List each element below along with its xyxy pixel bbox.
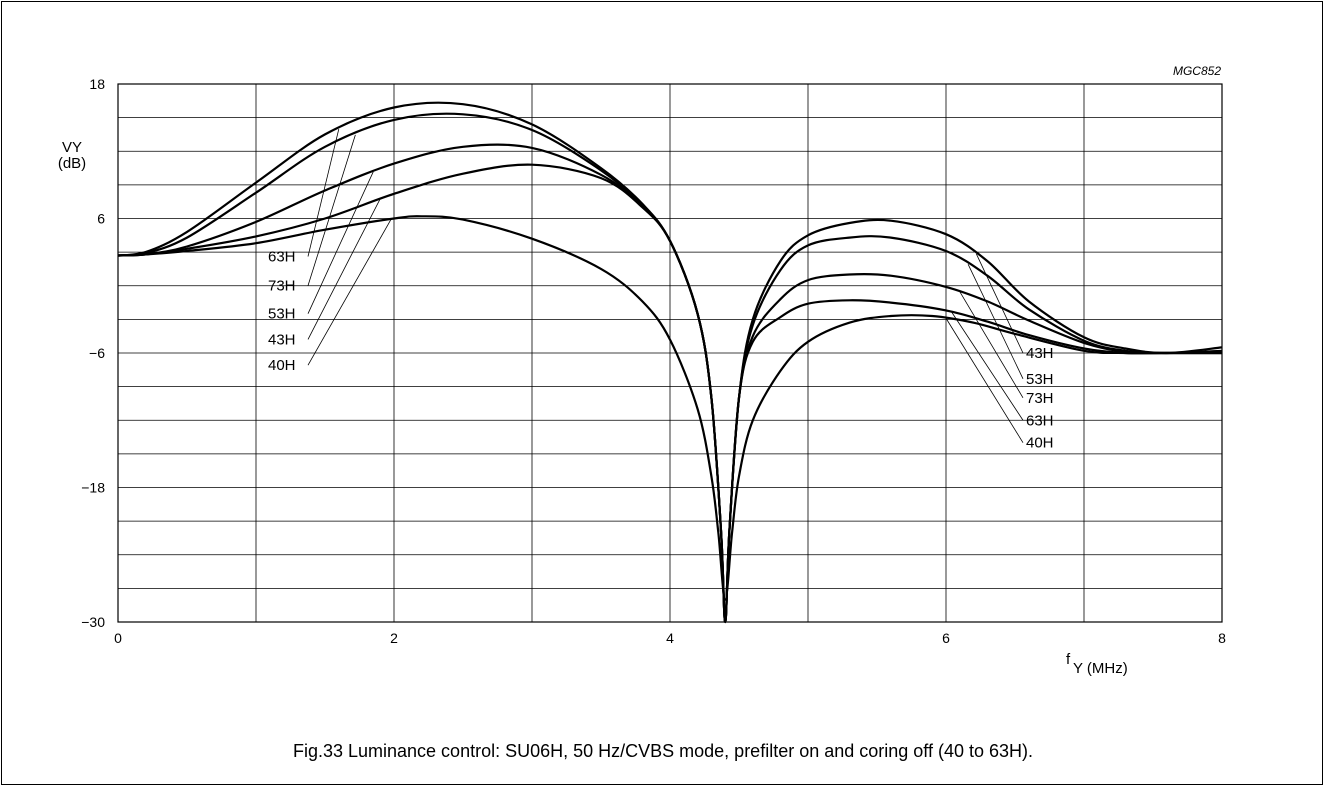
- curve-label-right: 73H: [1026, 390, 1054, 407]
- x-tick-label: 6: [942, 630, 950, 646]
- chart: 63H 73H 53H 43H 40H 43H 53H 73H 63H 40H 0 2 4 6 8 18 6 −…: [58, 64, 1226, 677]
- figure-caption: Fig.33 Luminance control: SU06H, 50 Hz/C…: [292, 741, 1034, 761]
- curve-label-left: 63H: [268, 248, 296, 265]
- leader-line: [959, 291, 1024, 399]
- y-tick-label: −30: [81, 614, 105, 630]
- curve-label-left: 40H: [268, 357, 296, 374]
- curve-label-left: 73H: [268, 278, 296, 295]
- y-tick-label: −18: [81, 480, 105, 496]
- x-axis-label-sub: Y (MHz): [1073, 660, 1128, 677]
- y-axis-label-line1: VY: [62, 139, 82, 156]
- figure-ref: MGC852: [1173, 64, 1221, 78]
- leader-line: [307, 171, 374, 314]
- leader-line: [951, 311, 1024, 421]
- y-tick-label: −6: [89, 345, 105, 361]
- curve-labels: 63H 73H 53H 43H 40H 43H 53H 73H 63H 40H: [268, 128, 1054, 452]
- curve-label-right: 53H: [1026, 371, 1054, 388]
- leader-line: [967, 263, 1024, 379]
- x-tick-label: 4: [666, 630, 674, 646]
- y-tick-label: 6: [97, 211, 105, 227]
- x-tick-label: 0: [114, 630, 122, 646]
- curve-label-left: 53H: [268, 306, 296, 323]
- curve-label-left: 43H: [268, 331, 296, 348]
- leader-line: [307, 218, 392, 366]
- curve-label-right: 43H: [1026, 345, 1054, 362]
- x-axis-label-main: f: [1066, 651, 1071, 668]
- leader-line: [945, 318, 1024, 443]
- y-tick-label: 18: [89, 76, 105, 92]
- curve-label-right: 63H: [1026, 412, 1054, 429]
- x-tick-label: 2: [390, 630, 398, 646]
- leader-line: [307, 134, 356, 286]
- leader-line: [307, 128, 340, 257]
- leader-line: [307, 198, 381, 340]
- x-tick-label: 8: [1218, 630, 1226, 646]
- series-layer: [117, 101, 1223, 624]
- y-axis-label-line2: (dB): [58, 155, 86, 172]
- grid: [117, 83, 1223, 623]
- tick-labels: 0 2 4 6 8 18 6 −6 −18 −30: [81, 76, 1226, 646]
- series-line-40H: [117, 215, 1222, 601]
- leader-line: [975, 253, 1024, 354]
- curve-label-right: 40H: [1026, 435, 1054, 452]
